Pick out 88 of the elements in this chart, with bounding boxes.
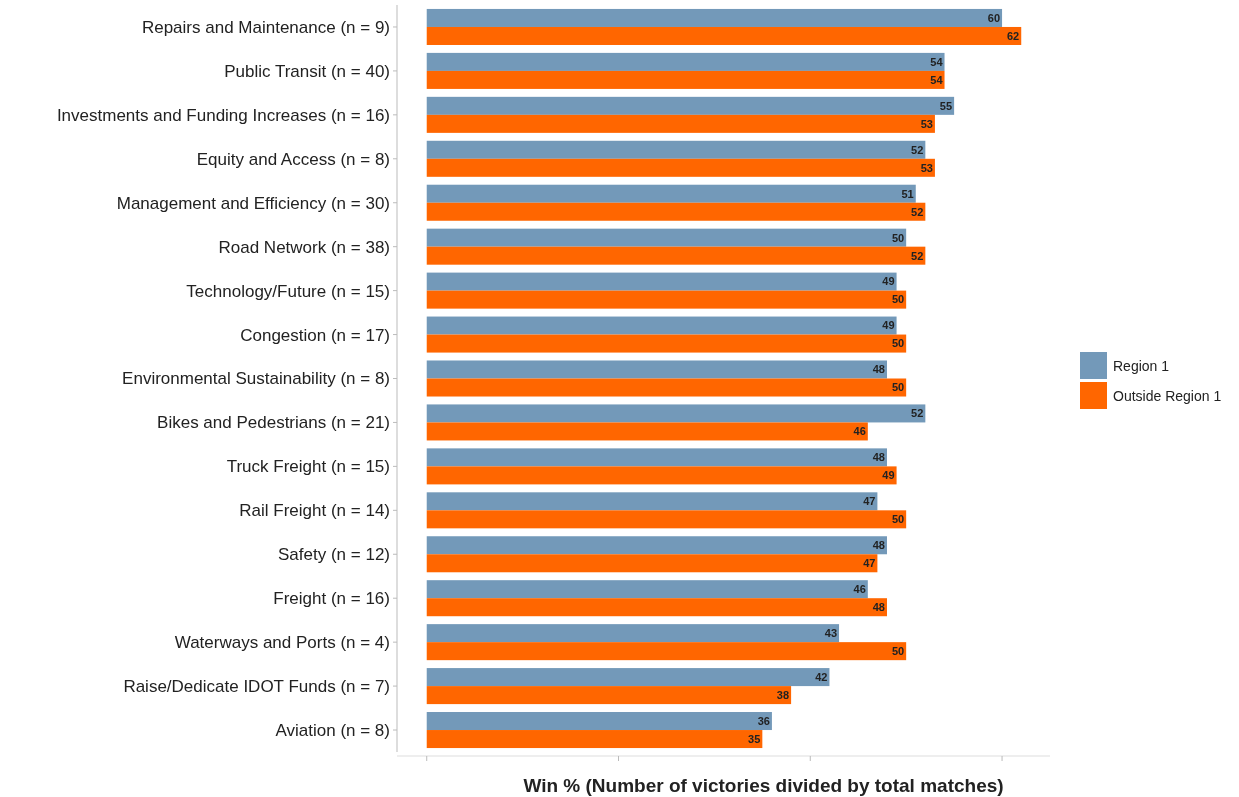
bar bbox=[426, 422, 868, 441]
data-label: 49 bbox=[882, 319, 895, 332]
bar bbox=[426, 140, 926, 159]
y-tick-label: Bikes and Pedestrians (n = 21) bbox=[157, 413, 390, 433]
bar bbox=[426, 598, 887, 617]
data-label: 49 bbox=[882, 469, 895, 482]
data-label: 48 bbox=[872, 363, 885, 376]
data-label: 48 bbox=[872, 451, 885, 464]
bar bbox=[426, 404, 926, 423]
data-label: 50 bbox=[891, 513, 905, 526]
data-label: 52 bbox=[911, 407, 924, 420]
y-tick-label: Rail Freight (n = 14) bbox=[239, 501, 390, 521]
bar bbox=[426, 378, 907, 397]
bar bbox=[426, 492, 878, 511]
data-label: 62 bbox=[1006, 29, 1020, 42]
data-label: 48 bbox=[872, 539, 885, 552]
y-tick-label: Waterways and Ports (n = 4) bbox=[174, 633, 390, 653]
data-label: 52 bbox=[911, 143, 924, 156]
data-label: 42 bbox=[815, 670, 828, 683]
bar bbox=[426, 290, 907, 309]
y-tick-label: Environmental Sustainability (n = 8) bbox=[122, 369, 390, 389]
bar bbox=[426, 272, 897, 291]
bar bbox=[426, 642, 907, 661]
bar bbox=[426, 554, 878, 573]
data-label: 46 bbox=[853, 425, 866, 438]
data-label: 53 bbox=[920, 161, 933, 174]
y-tick-label: Technology/Future (n = 15) bbox=[186, 281, 390, 301]
data-label: 47 bbox=[863, 557, 876, 570]
y-tick-label: Public Transit (n = 40) bbox=[224, 61, 390, 81]
y-tick-label: Road Network (n = 38) bbox=[218, 237, 390, 257]
y-tick-label: Equity and Access (n = 8) bbox=[196, 149, 390, 169]
data-label: 50 bbox=[891, 645, 905, 658]
bar bbox=[426, 686, 792, 705]
bar bbox=[426, 70, 945, 89]
y-tick-label: Truck Freight (n = 15) bbox=[226, 457, 390, 477]
bar bbox=[426, 228, 907, 247]
bar bbox=[426, 114, 935, 133]
data-label: 46 bbox=[853, 583, 866, 596]
data-label: 53 bbox=[920, 117, 933, 130]
y-tick-label: Aviation (n = 8) bbox=[275, 720, 390, 740]
data-label: 36 bbox=[757, 714, 770, 727]
bar bbox=[426, 316, 897, 335]
bar bbox=[426, 202, 926, 221]
legend-label: Outside Region 1 bbox=[1113, 387, 1222, 404]
bar bbox=[426, 624, 840, 643]
bar bbox=[426, 246, 926, 265]
data-label: 35 bbox=[748, 732, 761, 745]
y-tick-label: Investments and Funding Increases (n = 16) bbox=[56, 105, 390, 125]
y-tick-label: Congestion (n = 17) bbox=[240, 325, 390, 345]
y-tick-label: Safety (n = 12) bbox=[278, 545, 390, 565]
bar bbox=[426, 730, 763, 749]
data-label: 55 bbox=[939, 99, 953, 112]
data-label: 51 bbox=[901, 187, 914, 200]
data-label: 49 bbox=[882, 275, 895, 288]
bar bbox=[426, 466, 897, 485]
data-label: 54 bbox=[930, 73, 944, 86]
y-tick-label: Freight (n = 16) bbox=[273, 589, 390, 609]
data-label: 47 bbox=[863, 495, 876, 508]
data-label: 50 bbox=[891, 381, 905, 394]
y-tick-label: Raise/Dedicate IDOT Funds (n = 7) bbox=[123, 677, 390, 697]
bar bbox=[426, 510, 907, 529]
data-label: 38 bbox=[776, 688, 790, 701]
bar bbox=[426, 8, 1003, 27]
bar bbox=[426, 184, 916, 203]
bar bbox=[426, 448, 887, 467]
bar bbox=[426, 668, 830, 687]
bar bbox=[426, 26, 1022, 45]
data-label: 52 bbox=[911, 205, 924, 218]
data-label: 43 bbox=[824, 626, 838, 639]
legend-label: Region 1 bbox=[1113, 357, 1170, 374]
y-tick-label: Repairs and Maintenance (n = 9) bbox=[141, 17, 390, 37]
data-label: 50 bbox=[891, 337, 905, 350]
bar bbox=[426, 360, 887, 379]
x-axis-title: Win % (Number of victories divided by total matches) bbox=[523, 775, 1004, 796]
data-label: 52 bbox=[911, 249, 924, 262]
bar bbox=[426, 334, 907, 353]
data-label: 50 bbox=[891, 293, 905, 306]
bar bbox=[426, 158, 935, 177]
y-tick-label: Management and Efficiency (n = 30) bbox=[116, 193, 390, 213]
bar bbox=[426, 536, 887, 555]
data-label: 60 bbox=[987, 11, 1001, 24]
bar bbox=[426, 580, 868, 599]
data-label: 54 bbox=[930, 55, 944, 68]
data-label: 50 bbox=[891, 231, 905, 244]
bar bbox=[426, 52, 945, 71]
bar bbox=[426, 712, 772, 731]
data-label: 48 bbox=[872, 601, 885, 614]
bar bbox=[426, 96, 955, 115]
